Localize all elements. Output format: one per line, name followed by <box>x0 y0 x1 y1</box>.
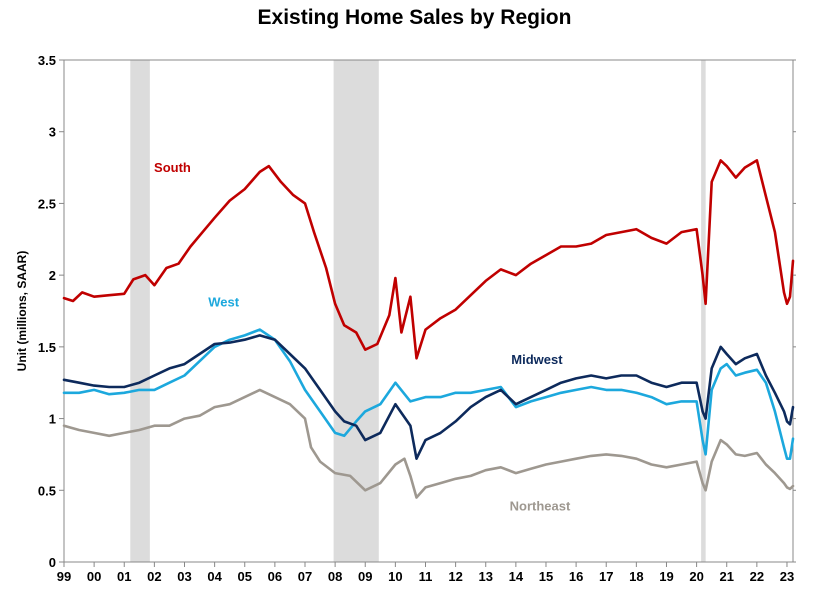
x-tick-label: 04 <box>207 569 222 584</box>
recession-band-1 <box>333 60 379 562</box>
x-tick-label: 14 <box>509 569 524 584</box>
recession-band-2 <box>701 60 706 562</box>
y-axis-title: Unit (millions, SAAR) <box>15 251 29 372</box>
y-tick-label: 1 <box>49 412 56 427</box>
y-axis: 0 0.5 1 1.5 2 2.5 3 3.5 <box>38 53 796 570</box>
x-tick-label: 10 <box>388 569 402 584</box>
x-tick-label: 15 <box>539 569 553 584</box>
x-tick-label: 06 <box>268 569 282 584</box>
x-tick-label: 02 <box>147 569 161 584</box>
x-tick-label: 11 <box>419 569 433 584</box>
recession-band-0 <box>130 60 150 562</box>
x-tick-label: 22 <box>750 569 764 584</box>
x-tick-label: 05 <box>238 569 252 584</box>
series-label-south: South <box>154 160 191 175</box>
series-label-northeast: Northeast <box>510 498 571 513</box>
x-tick-label: 07 <box>298 569 312 584</box>
x-tick-label: 09 <box>358 569 372 584</box>
x-axis: 99 00 01 02 03 04 05 06 07 08 09 10 11 12 13 14 15 16 17 18… <box>57 562 794 584</box>
y-tick-label: 2.5 <box>38 196 56 211</box>
series-line-west <box>62 328 795 460</box>
x-tick-label: 18 <box>629 569 643 584</box>
plot-frame <box>63 59 794 563</box>
y-tick-label: 2 <box>49 268 56 283</box>
x-tick-label: 23 <box>780 569 794 584</box>
x-tick-label: 20 <box>689 569 703 584</box>
x-tick-label: 16 <box>569 569 583 584</box>
series-line-south <box>62 159 795 360</box>
y-tick-label: 3.5 <box>38 53 56 68</box>
recession-bands <box>130 60 706 562</box>
chart-title: Existing Home Sales by Region <box>257 6 572 29</box>
x-tick-label: 17 <box>599 569 613 584</box>
series-line-midwest <box>62 334 795 460</box>
series-label-midwest: Midwest <box>511 352 563 367</box>
x-tick-label: 99 <box>57 569 71 584</box>
x-tick-label: 01 <box>117 569 131 584</box>
series-line-northeast <box>62 388 795 499</box>
y-tick-label: 3 <box>49 125 56 140</box>
x-tick-label: 12 <box>448 569 462 584</box>
x-tick-label: 00 <box>87 569 101 584</box>
x-tick-label: 13 <box>479 569 493 584</box>
x-tick-label: 19 <box>659 569 673 584</box>
y-tick-label: 1.5 <box>38 340 56 355</box>
x-tick-label: 03 <box>177 569 191 584</box>
x-tick-label: 08 <box>328 569 342 584</box>
y-tick-label: 0 <box>49 555 56 570</box>
y-tick-label: 0.5 <box>38 483 56 498</box>
series-lines <box>62 159 795 499</box>
series-label-west: West <box>208 295 239 310</box>
series-labels: South West Midwest Northeast <box>154 160 571 513</box>
x-tick-label: 21 <box>719 569 733 584</box>
